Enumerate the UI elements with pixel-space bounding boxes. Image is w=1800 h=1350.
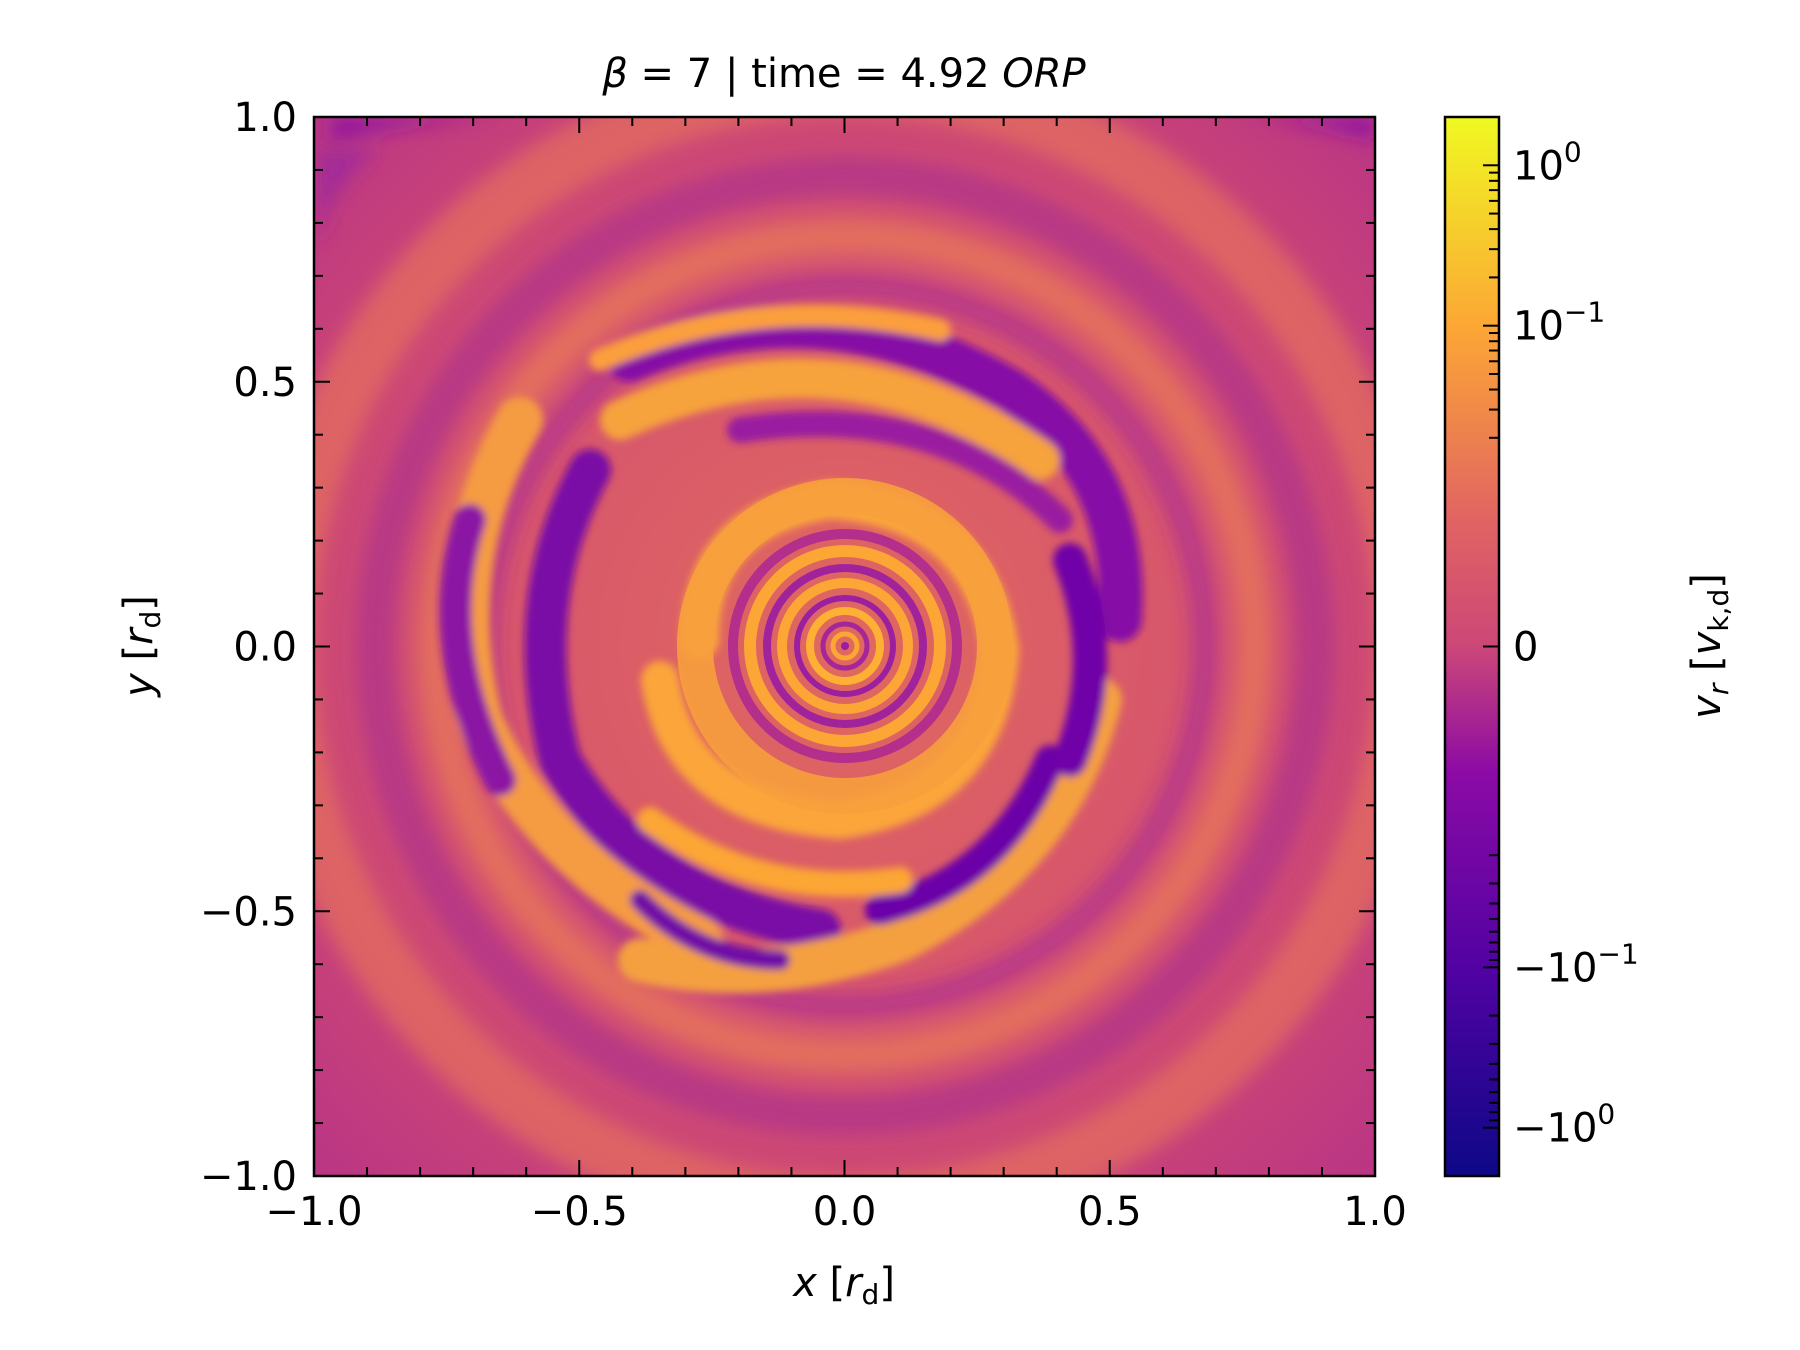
x-axis-bracket-open: [ [817,1260,845,1306]
title-separator: | time = [712,51,900,97]
colorbar-unit-sub: k,d [1702,589,1735,632]
colorbar-var: v [1684,694,1730,719]
colorbar-tick-exponent: 0 [1564,135,1582,168]
colorbar-unit: v [1684,630,1730,655]
heatmap-outer-rings [314,117,1375,1176]
y-axis-var: y [116,672,162,698]
title-time: 4.92 [900,51,989,97]
colorbar-label: vr [vk,d] [1684,573,1735,719]
x-axis-unit-sub: d [862,1278,880,1311]
heatmap [314,117,1375,1176]
colorbar-tick-label: 0 [1513,625,1538,671]
y-tick-label: 1.0 [233,95,297,141]
x-tick-label: 0.5 [1078,1189,1142,1235]
colorbar-tick-label: 10−1 [1513,296,1605,350]
colorbar-tick-base: −10 [1513,1106,1597,1152]
colorbar-tick-base: 0 [1513,625,1538,671]
y-axis-unit: r [116,626,162,645]
y-ticks: −1.0 −0.5 0.0 0.5 1.0 [200,95,1375,1200]
chart-title: β = 7 | time = 4.92 ORP [601,51,1086,97]
y-tick-label: 0.0 [233,625,297,671]
heatmap-spiral-arms [439,304,1143,994]
colorbar-tick-label: −100 [1513,1098,1615,1152]
colorbar-tick-base: 10 [1513,304,1564,350]
y-axis-bracket-open: [ [116,645,162,673]
colorbar-var-sub: r [1702,682,1735,695]
x-tick-label: −0.5 [531,1189,628,1235]
colorbar-tick-base: 10 [1513,143,1564,189]
colorbar-tick-exponent: 0 [1597,1098,1615,1131]
colorbar-tick-label: −10−1 [1513,937,1639,991]
x-axis-unit: r [845,1260,864,1306]
title-prefix: β = [601,51,686,97]
y-axis-unit-sub: d [134,611,167,629]
x-tick-label: 1.0 [1343,1189,1407,1235]
x-tick-label: 0.0 [813,1189,877,1235]
colorbar-tick-label: 100 [1513,135,1582,189]
x-axis-bracket-close: ] [879,1260,895,1306]
heatmap-core [677,478,1013,814]
colorbar-tick-exponent: −1 [1564,296,1605,329]
title-space [990,51,1003,97]
title-unit: ORP [1002,51,1086,97]
colorbar-bracket-open: [ [1684,655,1730,683]
y-tick-label: −1.0 [200,1154,297,1200]
y-tick-label: −0.5 [200,889,297,935]
colorbar-bracket-close: ] [1684,573,1730,589]
colorbar-tick-base: −10 [1513,945,1597,991]
x-axis-var: x [791,1260,817,1306]
y-tick-label: 0.5 [233,360,297,406]
colorbar-tick-exponent: −1 [1597,937,1638,970]
x-ticks: −1.0 −0.5 0.0 0.5 1.0 [265,117,1407,1235]
title-beta: 7 [687,51,712,97]
y-axis-bracket-close: ] [116,595,162,611]
y-axis-label: y [rd] [116,595,167,698]
x-axis-label: x [rd] [791,1260,895,1311]
x-tick-label: −1.0 [265,1189,362,1235]
